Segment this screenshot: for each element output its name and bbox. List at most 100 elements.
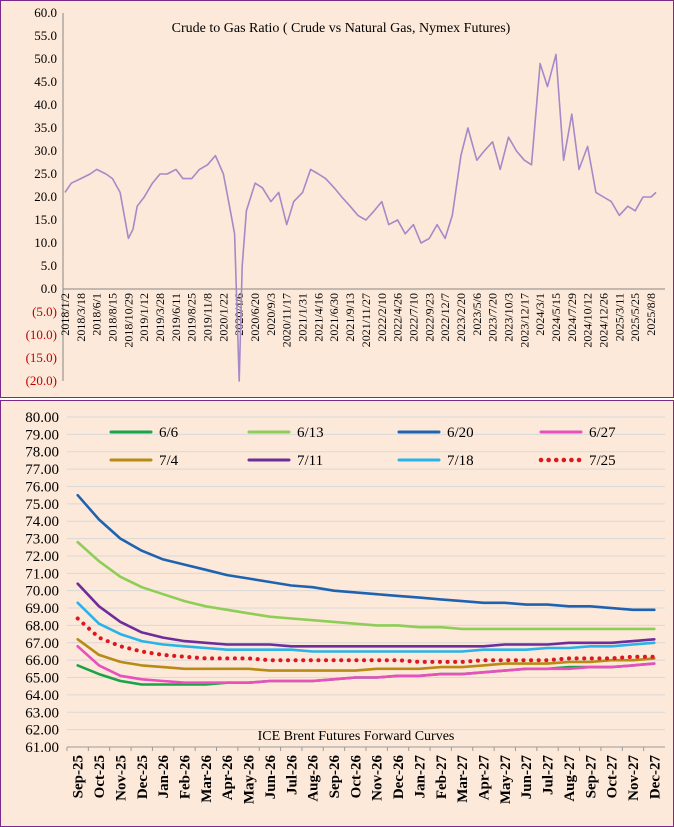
ratio-series-line [64,53,657,382]
x-tick-label: 2021/4/16 [311,293,325,342]
y-tick-label: 74.00 [25,514,59,530]
x-tick-label: 2022/4/26 [391,293,405,342]
x-tick-label: 2025/5/25 [628,293,642,342]
y-tick-label: 30.0 [34,143,57,158]
y-tick-label: 15.0 [34,212,57,227]
legend-label: 7/4 [159,453,179,469]
y-tick-label: 78.00 [25,445,59,461]
legend-label: 7/18 [447,453,474,469]
x-tick-label: 2023/12/17 [517,293,531,348]
x-tick-label: 2020/1/22 [216,293,230,342]
crude-gas-ratio-panel: 60.0 55.0 50.0 45.0 40.0 35.0 30.0 25.0 20.0 15.0… [0,0,674,398]
x-tick-label: 2024/5/15 [549,293,563,342]
legend-label: 6/6 [159,425,179,441]
series-line-6-13 [76,540,656,631]
x-tick-label: 2019/8/25 [185,293,199,342]
x-tick-label: 2020/4/6 [232,293,246,336]
x-tick-label: 2021/11/27 [359,293,373,347]
series-line-6-20 [76,493,656,612]
x-tick-label: 2024/12/26 [596,293,610,348]
x-tick-label: 2023/10/3 [501,293,515,342]
series-line-7-11 [76,582,656,648]
y-tick-label: 80.00 [25,410,59,426]
y-tick-label: 63.00 [25,705,59,721]
y-tick-label: 5.0 [41,258,57,273]
y-tick-label: (15.0) [26,350,57,365]
x-tick-label: May-27 [498,755,514,805]
x-tick-label: 2025/8/8 [644,293,658,336]
y-tick-label: 62.00 [25,723,59,739]
legend-label: 7/11 [297,453,323,469]
series-line-6-27 [76,645,656,685]
y-tick-label: (5.0) [32,304,57,319]
series-line-7-18 [76,601,656,653]
y-tick-label: 65.00 [25,671,59,687]
y-tick-label: 67.00 [25,636,59,652]
x-tick-label: 2024/3/1 [533,293,547,336]
y-tick-label: 60.0 [34,5,57,20]
y-tick-label: 77.00 [25,462,59,478]
x-tick-label: Nov-27 [626,755,642,801]
y-tick-label: 71.00 [25,566,59,582]
x-tick-label: 2018/3/18 [74,293,88,342]
x-tick-label: Jun-27 [519,755,535,800]
chart-title: Crude to Gas Ratio ( Crude vs Natural Ga… [172,21,511,36]
x-tick-label: 2024/7/29 [565,293,579,342]
x-tick-label: 2021/6/30 [327,293,341,342]
x-tick-label: Oct-27 [605,755,621,799]
x-tick-label: May-26 [242,755,258,805]
x-tick-label: Aug-26 [306,755,322,802]
x-tick-label: Sep-25 [71,755,87,798]
y-tick-label: 61.00 [25,740,59,756]
x-tick-label: 2018/1/2 [58,293,72,336]
x-tick-label: 2023/5/6 [470,293,484,336]
x-tick-label: 2023/7/20 [486,293,500,342]
y-tick-label: 73.00 [25,532,59,548]
y-tick-label: 50.0 [34,51,57,66]
y-tick-label: 20.0 [34,189,57,204]
y-tick-label: 35.0 [34,120,57,135]
series-line-7-25 [75,616,657,664]
x-tick-label: Jul-27 [541,755,557,796]
x-tick-label: 2022/2/10 [375,293,389,342]
x-tick-label: Mar-27 [455,755,471,803]
legend-label: 6/13 [297,425,324,441]
y-tick-label: 66.00 [25,653,59,669]
x-tick-label: 2021/1/31 [296,293,310,342]
x-tick-label: 2022/12/7 [438,293,452,342]
series-line-7-4 [76,638,656,672]
x-tick-label: 2019/1/12 [137,293,151,342]
chart-annotation: ICE Brent Futures Forward Curves [258,729,455,744]
x-tick-label: Feb-26 [177,755,193,800]
y-tick-label: (20.0) [26,373,57,388]
brent-forward-curves-panel: 80.00 79.00 78.00 77.00 76.00 75.00 74.00 73.00… [0,400,674,827]
x-tick-label: Sep-27 [583,755,599,799]
legend-label: 6/27 [589,425,616,441]
x-tick-label: Oct-25 [92,755,108,798]
x-tick-label: Apr-26 [220,755,236,801]
y-tick-label: 40.0 [34,97,57,112]
x-tick-label: 2020/11/17 [280,293,294,347]
y-tick-label: 75.00 [25,497,59,513]
y-tick-label: 68.00 [25,618,59,634]
x-tick-label: Mar-26 [199,755,215,803]
x-tick-label: 2019/6/11 [169,293,183,341]
x-tick-label: Dec-27 [647,755,663,800]
y-tick-label: 64.00 [25,688,59,704]
y-tick-label: 79.00 [25,427,59,443]
x-tick-label: Aug-27 [562,755,578,802]
x-tick-label: Oct-26 [348,755,364,799]
x-tick-label: Sep-26 [327,755,343,799]
x-tick-label: Dec-26 [391,755,407,800]
x-tick-label: Jan-27 [412,755,428,799]
x-tick-label: Dec-25 [135,755,151,799]
y-tick-label: 69.00 [25,601,59,617]
y-tick-label: 70.00 [25,584,59,600]
y-tick-label: 45.0 [34,74,57,89]
x-tick-label: Apr-27 [476,755,492,801]
y-tick-label: (10.0) [26,327,57,342]
legend-label: 6/20 [447,425,474,441]
y-tick-label: 25.0 [34,166,57,181]
x-tick-label: 2020/6/20 [248,293,262,342]
